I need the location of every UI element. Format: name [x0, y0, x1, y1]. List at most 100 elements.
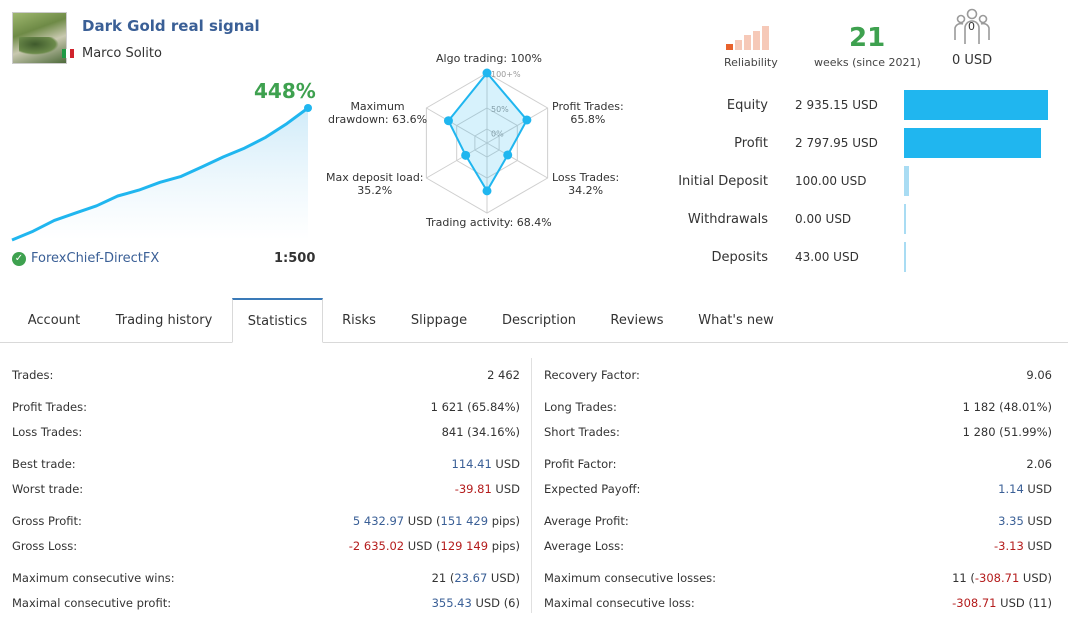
author-name[interactable]: Marco Solito [82, 46, 162, 61]
stat-value-part: 841 (34.16%) [441, 425, 520, 439]
financial-label: Equity [726, 98, 768, 113]
weeks-label: weeks (since 2021) [814, 56, 921, 69]
radar-axis-4 [426, 142, 488, 179]
radar-label-activity: Trading activity: 68.4% [426, 216, 552, 229]
stat-value-part: 129 149 [440, 539, 489, 553]
financial-row: Initial Deposit 100.00 USD [660, 164, 1060, 202]
reliability-label: Reliability [724, 56, 778, 69]
growth-area [12, 108, 308, 240]
radar-point-2 [503, 150, 513, 160]
financial-row: Equity 2 935.15 USD [660, 88, 1060, 126]
stat-value: 355.43 USD (6) [432, 596, 520, 610]
broker-link[interactable]: ✓ ForexChief-DirectFX [12, 251, 159, 266]
stat-value: 9.06 [1026, 368, 1052, 382]
stat-label: Maximal consecutive profit: [12, 596, 172, 610]
reliability-bar [726, 44, 733, 50]
radar-point-1 [522, 115, 532, 125]
reliability-bars [726, 25, 769, 50]
stat-value: -3.13 USD [994, 539, 1052, 553]
stat-row: Best trade: 114.41 USD [12, 457, 520, 475]
stat-value-part: 5 432.97 [352, 514, 405, 528]
tab-slippage[interactable]: Slippage [410, 313, 468, 328]
stat-value-part: 1 621 (65.84%) [430, 400, 520, 414]
stat-label: Maximum consecutive losses: [544, 571, 717, 585]
subscribers-count: 0 [968, 20, 975, 33]
stat-value-part: 3.35 [998, 514, 1024, 528]
stat-value-part: pips) [488, 514, 520, 528]
tab-whats-new[interactable]: What's new [698, 313, 774, 328]
tab-statistics[interactable]: Statistics [232, 298, 323, 343]
stat-row: Short Trades: 1 280 (51.99%) [544, 425, 1052, 443]
stat-value: 21 (23.67 USD) [432, 571, 520, 585]
financial-value: 100.00 USD [795, 174, 867, 188]
stat-value: 5 432.97 USD (151 429 pips) [353, 514, 520, 528]
stat-row: Expected Payoff: 1.14 USD [544, 482, 1052, 500]
radar-label-loss: Loss Trades: 34.2% [552, 171, 620, 197]
radar-axis-2 [486, 142, 548, 179]
stat-value-part: USD [1023, 539, 1052, 553]
tab-risks[interactable]: Risks [342, 313, 376, 328]
stat-label: Maximum consecutive wins: [12, 571, 175, 585]
reliability-bar [735, 39, 742, 50]
stat-row: Average Profit: 3.35 USD [544, 514, 1052, 532]
stat-value-part: -2 635.02 [348, 539, 405, 553]
financial-label: Initial Deposit [678, 174, 768, 189]
financial-row: Withdrawals 0.00 USD [660, 202, 1060, 240]
stat-value-part: pips) [488, 539, 520, 553]
stat-label: Short Trades: [544, 425, 620, 439]
financial-bar [904, 204, 906, 234]
stat-value: 1 621 (65.84%) [431, 400, 520, 414]
tab-description[interactable]: Description [501, 313, 577, 328]
stat-value-part: 2 462 [487, 368, 520, 382]
stat-label: Loss Trades: [12, 425, 83, 439]
financial-bar [904, 128, 1042, 158]
financial-bar [904, 90, 1048, 120]
leverage: 1:500 [274, 251, 316, 266]
column-divider [531, 358, 532, 613]
tab-trading-history[interactable]: Trading history [115, 313, 213, 328]
tab-account[interactable]: Account [27, 313, 81, 328]
radar-scale-label-2: 0% [491, 130, 504, 139]
signal-avatar[interactable] [12, 12, 67, 64]
stat-row: Maximum consecutive wins: 21 (23.67 USD) [12, 571, 520, 589]
radar-axis-5 [426, 107, 488, 144]
stat-value-part: -39.81 [454, 482, 492, 496]
financial-label: Deposits [711, 250, 768, 265]
stat-value: 1 280 (51.99%) [963, 425, 1052, 439]
growth-line [11, 106, 309, 242]
stat-row: Profit Factor: 2.06 [544, 457, 1052, 475]
stat-row: Gross Profit: 5 432.97 USD (151 429 pips) [12, 514, 520, 532]
tab-bar: Account Trading history Statistics Risks… [0, 298, 1068, 343]
radar-point-3 [482, 186, 492, 196]
stat-value: 1.14 USD [998, 482, 1052, 496]
stat-value-part: 23.67 [454, 571, 488, 585]
stat-label: Recovery Factor: [544, 368, 640, 382]
stat-value-part: USD [491, 457, 520, 471]
stat-value-part: 2.06 [1026, 457, 1052, 471]
financial-row: Deposits 43.00 USD [660, 240, 1060, 278]
financial-value: 2 935.15 USD [795, 98, 878, 112]
financial-value: 2 797.95 USD [795, 136, 878, 150]
broker-name[interactable]: ForexChief-DirectFX [31, 251, 160, 266]
stat-row: Long Trades: 1 182 (48.01%) [544, 400, 1052, 418]
stat-row: Recovery Factor: 9.06 [544, 368, 1052, 386]
stat-label: Average Profit: [544, 514, 629, 528]
stat-value-part: 9.06 [1026, 368, 1052, 382]
tab-reviews[interactable]: Reviews [610, 313, 664, 328]
stat-label: Expected Payoff: [544, 482, 641, 496]
stat-value-part: 1.14 [998, 482, 1024, 496]
subscription-price: 0 USD [952, 53, 993, 68]
financial-label: Withdrawals [687, 212, 768, 227]
stat-value-part: 21 ( [431, 571, 455, 585]
financial-value: 0.00 USD [795, 212, 852, 226]
growth-chart [11, 104, 312, 242]
stat-row: Worst trade: -39.81 USD [12, 482, 520, 500]
stat-value-part: USD) [1019, 571, 1052, 585]
stat-row: Trades: 2 462 [12, 368, 520, 386]
signal-title[interactable]: Dark Gold real signal [82, 17, 260, 35]
stat-label: Average Loss: [544, 539, 624, 553]
stat-value: 114.41 USD [452, 457, 520, 471]
stat-value: 2.06 [1026, 457, 1052, 471]
stat-label: Profit Trades: [12, 400, 88, 414]
radar-value-polygon [447, 71, 529, 193]
